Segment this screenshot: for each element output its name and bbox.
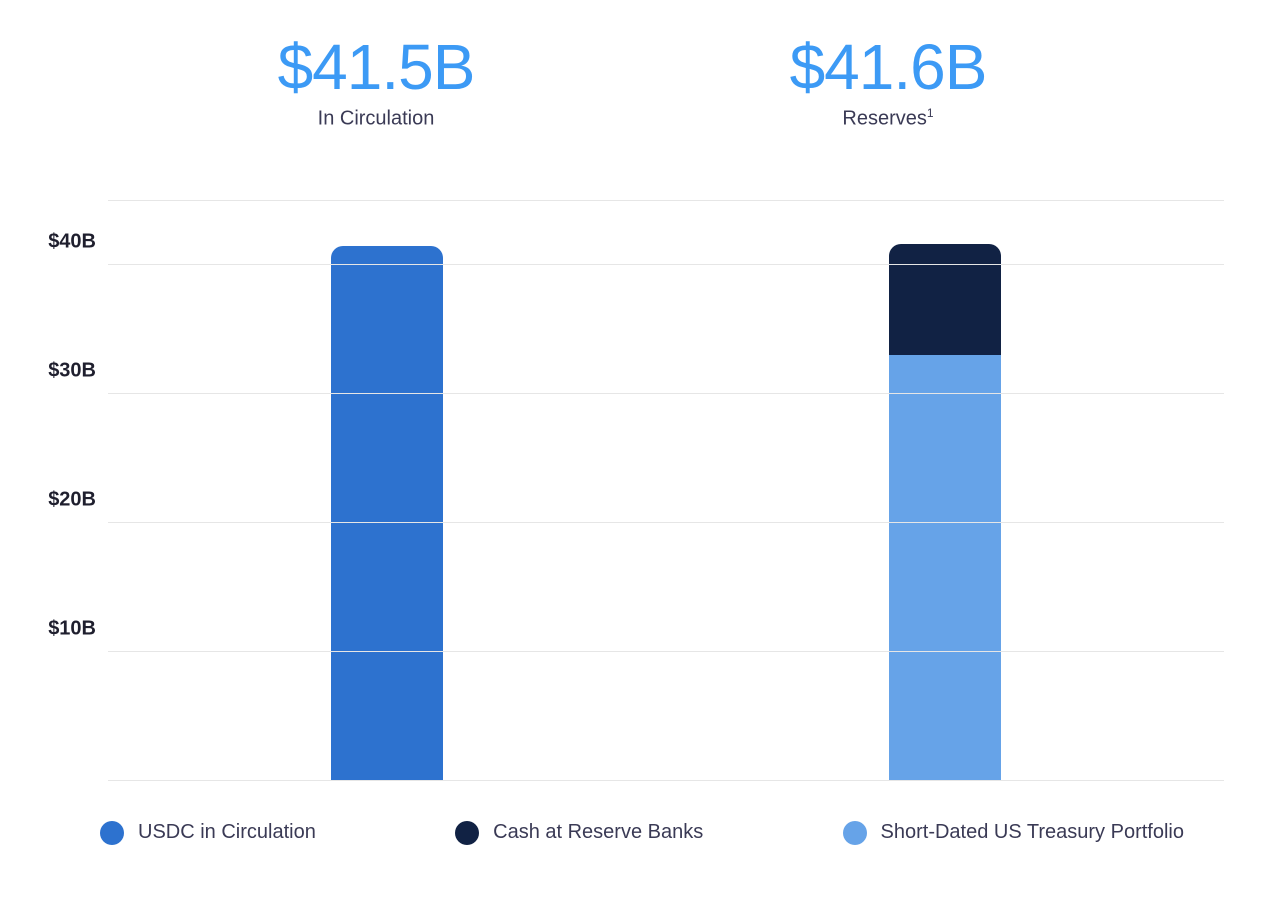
gridline	[108, 264, 1224, 265]
headers-row: $41.5B In Circulation $41.6B Reserves1	[20, 30, 1244, 131]
reserves-label-sup: 1	[927, 106, 934, 120]
gridline	[108, 651, 1224, 652]
y-axis-tick-label: $20B	[48, 488, 96, 511]
bar-slot-reserves	[666, 201, 1224, 781]
bar-segment-cash	[889, 244, 1001, 355]
gridline	[108, 522, 1224, 523]
bar-segment-usdc	[331, 246, 443, 781]
legend: USDC in Circulation Cash at Reserve Banks…	[20, 821, 1244, 845]
gridline	[108, 393, 1224, 394]
reserves-label-text: Reserves	[842, 108, 926, 130]
legend-item-usdc: USDC in Circulation	[100, 821, 316, 845]
bar-slot-circulation	[108, 201, 666, 781]
header-circulation: $41.5B In Circulation	[120, 30, 632, 131]
legend-item-treasury: Short-Dated US Treasury Portfolio	[843, 821, 1184, 845]
legend-dot-icon	[100, 821, 124, 845]
chart-plot-area: $10B$20B$30B$40B	[108, 201, 1224, 781]
gridline	[108, 200, 1224, 201]
circulation-label-text: In Circulation	[318, 108, 435, 130]
legend-label: Short-Dated US Treasury Portfolio	[881, 821, 1184, 844]
reserves-label: Reserves1	[632, 106, 1144, 131]
circulation-label: In Circulation	[120, 106, 632, 131]
circulation-value: $41.5B	[120, 30, 632, 104]
y-axis-tick-label: $30B	[48, 360, 96, 383]
legend-label: USDC in Circulation	[138, 821, 316, 844]
legend-label: Cash at Reserve Banks	[493, 821, 703, 844]
header-reserves: $41.6B Reserves1	[632, 30, 1144, 131]
bars-row	[108, 201, 1224, 781]
legend-dot-icon	[843, 821, 867, 845]
bar-reserves	[889, 244, 1001, 780]
reserves-value: $41.6B	[632, 30, 1144, 104]
gridline	[108, 780, 1224, 781]
legend-item-cash: Cash at Reserve Banks	[455, 821, 703, 845]
bar-circulation	[331, 246, 443, 781]
chart-container: $41.5B In Circulation $41.6B Reserves1 $…	[0, 0, 1264, 906]
y-axis-tick-label: $40B	[48, 231, 96, 254]
legend-dot-icon	[455, 821, 479, 845]
y-axis-tick-label: $10B	[48, 617, 96, 640]
bar-segment-treasury	[889, 355, 1001, 780]
